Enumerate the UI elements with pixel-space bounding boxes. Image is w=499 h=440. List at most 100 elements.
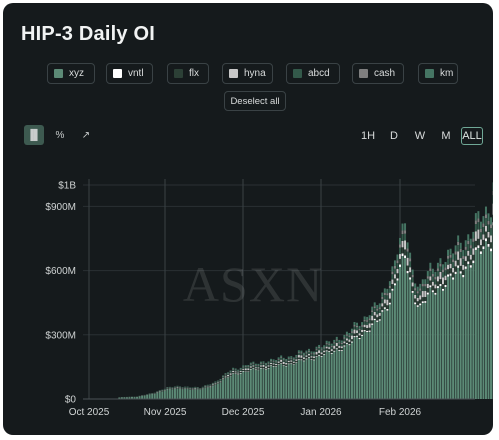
bar[interactable]	[361, 322, 364, 399]
bar[interactable]	[171, 387, 174, 399]
bar[interactable]	[310, 351, 313, 399]
bar[interactable]	[143, 394, 146, 399]
bar[interactable]	[434, 271, 437, 399]
bar[interactable]	[219, 378, 222, 399]
bar[interactable]	[211, 382, 214, 399]
bar[interactable]	[204, 385, 207, 399]
bar[interactable]	[315, 346, 318, 399]
bar[interactable]	[490, 217, 493, 399]
bar[interactable]	[300, 350, 303, 399]
bar[interactable]	[232, 367, 235, 399]
bar[interactable]	[146, 394, 149, 399]
bar[interactable]	[482, 216, 485, 399]
bar[interactable]	[222, 375, 224, 399]
bar[interactable]	[391, 266, 394, 399]
bar[interactable]	[376, 305, 379, 399]
bar[interactable]	[189, 387, 192, 400]
bar[interactable]	[474, 213, 477, 399]
bar[interactable]	[179, 386, 182, 399]
bar[interactable]	[345, 331, 348, 399]
bar[interactable]	[328, 341, 331, 399]
legend-item-flx[interactable]: flx	[167, 63, 209, 84]
bar[interactable]	[487, 213, 490, 399]
bar[interactable]	[295, 354, 298, 399]
bar[interactable]	[156, 391, 159, 399]
bar[interactable]	[262, 361, 265, 399]
bar[interactable]	[414, 283, 417, 399]
bar[interactable]	[325, 340, 328, 399]
bar[interactable]	[320, 347, 323, 399]
bar[interactable]	[373, 302, 376, 399]
bar[interactable]	[285, 359, 288, 399]
bar[interactable]	[201, 386, 204, 399]
bar[interactable]	[464, 240, 467, 399]
bar[interactable]	[141, 395, 144, 399]
bar[interactable]	[206, 384, 209, 399]
bar[interactable]	[242, 365, 245, 399]
range-d[interactable]: D	[390, 130, 398, 142]
bar[interactable]	[280, 355, 283, 399]
bar[interactable]	[343, 334, 346, 399]
bar[interactable]	[396, 254, 399, 399]
bar[interactable]	[479, 221, 482, 399]
bar[interactable]	[307, 348, 310, 399]
bar[interactable]	[436, 262, 439, 399]
bar[interactable]	[168, 386, 171, 399]
bar[interactable]	[252, 361, 255, 399]
bar[interactable]	[333, 339, 336, 399]
bar[interactable]	[469, 238, 472, 399]
bar[interactable]	[191, 387, 194, 399]
bar[interactable]	[259, 361, 262, 399]
range-w[interactable]: W	[414, 130, 426, 142]
bar[interactable]	[348, 332, 351, 399]
bar[interactable]	[138, 395, 141, 399]
bar[interactable]	[239, 367, 242, 399]
bar[interactable]	[472, 231, 475, 399]
bar[interactable]	[254, 363, 257, 399]
bar[interactable]	[118, 397, 121, 399]
bar[interactable]	[153, 392, 156, 399]
bar[interactable]	[323, 345, 326, 399]
bar[interactable]	[411, 269, 414, 399]
bar[interactable]	[444, 261, 447, 399]
bar[interactable]	[371, 306, 374, 399]
bar[interactable]	[166, 387, 169, 399]
range-1h[interactable]: 1H	[360, 130, 376, 142]
deselect-all-button[interactable]: Deselect all	[224, 91, 286, 111]
legend-item-vntl[interactable]: vntl	[106, 63, 153, 84]
bar[interactable]	[431, 268, 434, 399]
bar[interactable]	[353, 322, 356, 399]
bar[interactable]	[419, 283, 422, 399]
bar[interactable]	[265, 362, 267, 399]
bar[interactable]	[302, 352, 305, 399]
bar[interactable]	[133, 396, 136, 399]
bar[interactable]	[350, 328, 353, 399]
bar[interactable]	[270, 358, 273, 399]
bar[interactable]	[368, 315, 371, 399]
bar[interactable]	[123, 396, 126, 399]
bar[interactable]	[439, 258, 442, 399]
bar[interactable]	[237, 369, 240, 399]
bar[interactable]	[462, 250, 465, 399]
bar[interactable]	[247, 365, 250, 399]
bar[interactable]	[335, 336, 338, 399]
bar[interactable]	[424, 279, 427, 399]
bar[interactable]	[181, 387, 184, 399]
bar[interactable]	[340, 340, 343, 400]
bar[interactable]	[125, 396, 128, 399]
bar[interactable]	[467, 234, 470, 399]
bar[interactable]	[386, 288, 389, 399]
legend-item-xyz[interactable]: xyz	[47, 63, 95, 84]
bar[interactable]	[401, 223, 404, 399]
bar[interactable]	[452, 253, 455, 399]
bar[interactable]	[404, 223, 407, 399]
bar[interactable]	[383, 288, 386, 399]
bar[interactable]	[366, 316, 369, 399]
bar[interactable]	[136, 396, 139, 399]
bar[interactable]	[313, 351, 316, 399]
bar[interactable]	[131, 396, 133, 399]
bar[interactable]	[184, 386, 187, 399]
bar[interactable]	[275, 360, 278, 399]
bar[interactable]	[330, 343, 333, 399]
bar[interactable]	[457, 235, 460, 399]
